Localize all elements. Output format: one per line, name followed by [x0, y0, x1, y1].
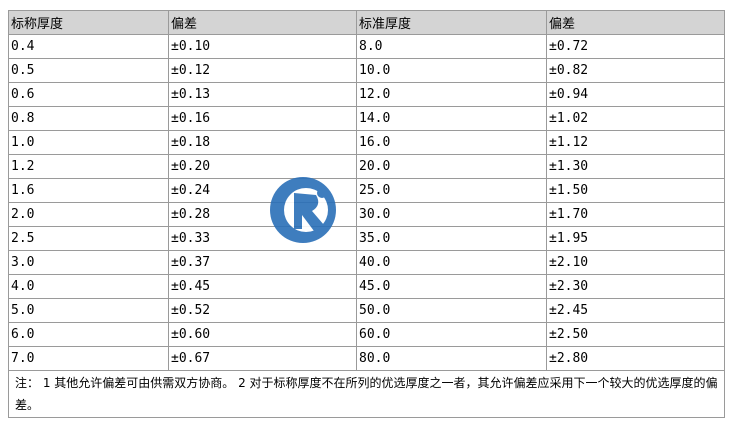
table-cell: 10.0 [356, 58, 547, 83]
note-row: 注： 1 其他允许偏差可由供需双方协商。 2 对于标称厚度不在所列的优选厚度之一… [8, 370, 725, 418]
table-cell: ±0.13 [168, 82, 357, 107]
table-cell: 0.4 [8, 34, 169, 59]
table-cell: ±2.50 [546, 322, 725, 347]
table-cell: 35.0 [356, 226, 547, 251]
table-cell: ±2.30 [546, 274, 725, 299]
table-cell: 1.2 [8, 154, 169, 179]
table-cell: ±0.45 [168, 274, 357, 299]
table-cell: ±1.02 [546, 106, 725, 131]
table-cell: ±1.50 [546, 178, 725, 203]
table-cell: ±0.67 [168, 346, 357, 371]
table-cell: ±0.82 [546, 58, 725, 83]
table-cell: 3.0 [8, 250, 169, 275]
table-row: 0.8 ±0.16 14.0 ±1.02 [8, 106, 725, 131]
table-cell: 60.0 [356, 322, 547, 347]
table-row: 0.4 ±0.10 8.0 ±0.72 [8, 34, 725, 59]
table-cell: ±0.16 [168, 106, 357, 131]
table-row: 2.5 ±0.33 35.0 ±1.95 [8, 226, 725, 251]
table-cell: 5.0 [8, 298, 169, 323]
table-cell: ±0.10 [168, 34, 357, 59]
table-cell: 7.0 [8, 346, 169, 371]
header-cell: 标准厚度 [356, 10, 547, 35]
table-cell: 16.0 [356, 130, 547, 155]
table-body: 0.4 ±0.10 8.0 ±0.72 0.5 ±0.12 10.0 ±0.82 0.6 ±0.1… [8, 34, 725, 418]
table-row: 1.6 ±0.24 25.0 ±1.50 [8, 178, 725, 203]
table-cell: ±1.95 [546, 226, 725, 251]
table-cell: ±0.37 [168, 250, 357, 275]
table-cell: 0.8 [8, 106, 169, 131]
watermark-logo [270, 177, 336, 243]
table-cell: 14.0 [356, 106, 547, 131]
table-row: 6.0 ±0.60 60.0 ±2.50 [8, 322, 725, 347]
table-row: 7.0 ±0.67 80.0 ±2.80 [8, 346, 725, 371]
table-row: 0.5 ±0.12 10.0 ±0.82 [8, 58, 725, 83]
table-cell: ±0.94 [546, 82, 725, 107]
table-cell: ±2.10 [546, 250, 725, 275]
table-cell: 0.6 [8, 82, 169, 107]
table-row: 0.6 ±0.13 12.0 ±0.94 [8, 82, 725, 107]
header-cell: 偏差 [546, 10, 725, 35]
table-cell: 1.0 [8, 130, 169, 155]
table-cell: ±1.30 [546, 154, 725, 179]
table-cell: ±0.52 [168, 298, 357, 323]
table-cell: 4.0 [8, 274, 169, 299]
table-cell: ±2.45 [546, 298, 725, 323]
table-cell: ±1.70 [546, 202, 725, 227]
table-cell: 2.5 [8, 226, 169, 251]
table-cell: 40.0 [356, 250, 547, 275]
table-cell: 20.0 [356, 154, 547, 179]
table-cell: 12.0 [356, 82, 547, 107]
thickness-table: 标称厚度 偏差 标准厚度 偏差 0.4 ±0.10 8.0 ±0.72 0.5 ±0.12 10.… [8, 10, 725, 418]
table-cell: ±0.20 [168, 154, 357, 179]
header-cell: 偏差 [168, 10, 357, 35]
table-cell: 25.0 [356, 178, 547, 203]
table-cell: 1.6 [8, 178, 169, 203]
table-cell: 8.0 [356, 34, 547, 59]
table-cell: 45.0 [356, 274, 547, 299]
table-cell: 50.0 [356, 298, 547, 323]
table-row: 2.0 ±0.28 30.0 ±1.70 [8, 202, 725, 227]
table-cell: ±2.80 [546, 346, 725, 371]
table-row: 5.0 ±0.52 50.0 ±2.45 [8, 298, 725, 323]
table-cell: ±1.12 [546, 130, 725, 155]
table-row: 4.0 ±0.45 45.0 ±2.30 [8, 274, 725, 299]
table-cell: ±0.12 [168, 58, 357, 83]
header-row: 标称厚度 偏差 标准厚度 偏差 [8, 10, 725, 35]
table-cell: 80.0 [356, 346, 547, 371]
table-row: 1.0 ±0.18 16.0 ±1.12 [8, 130, 725, 155]
table-cell: ±0.72 [546, 34, 725, 59]
table-cell: ±0.18 [168, 130, 357, 155]
table-cell: 30.0 [356, 202, 547, 227]
note-text: 注： 1 其他允许偏差可由供需双方协商。 2 对于标称厚度不在所列的优选厚度之一… [8, 370, 725, 418]
table-cell: 6.0 [8, 322, 169, 347]
table-cell: 0.5 [8, 58, 169, 83]
table-cell: 2.0 [8, 202, 169, 227]
table-cell: ±0.60 [168, 322, 357, 347]
table-row: 3.0 ±0.37 40.0 ±2.10 [8, 250, 725, 275]
header-cell: 标称厚度 [8, 10, 169, 35]
table-row: 1.2 ±0.20 20.0 ±1.30 [8, 154, 725, 179]
